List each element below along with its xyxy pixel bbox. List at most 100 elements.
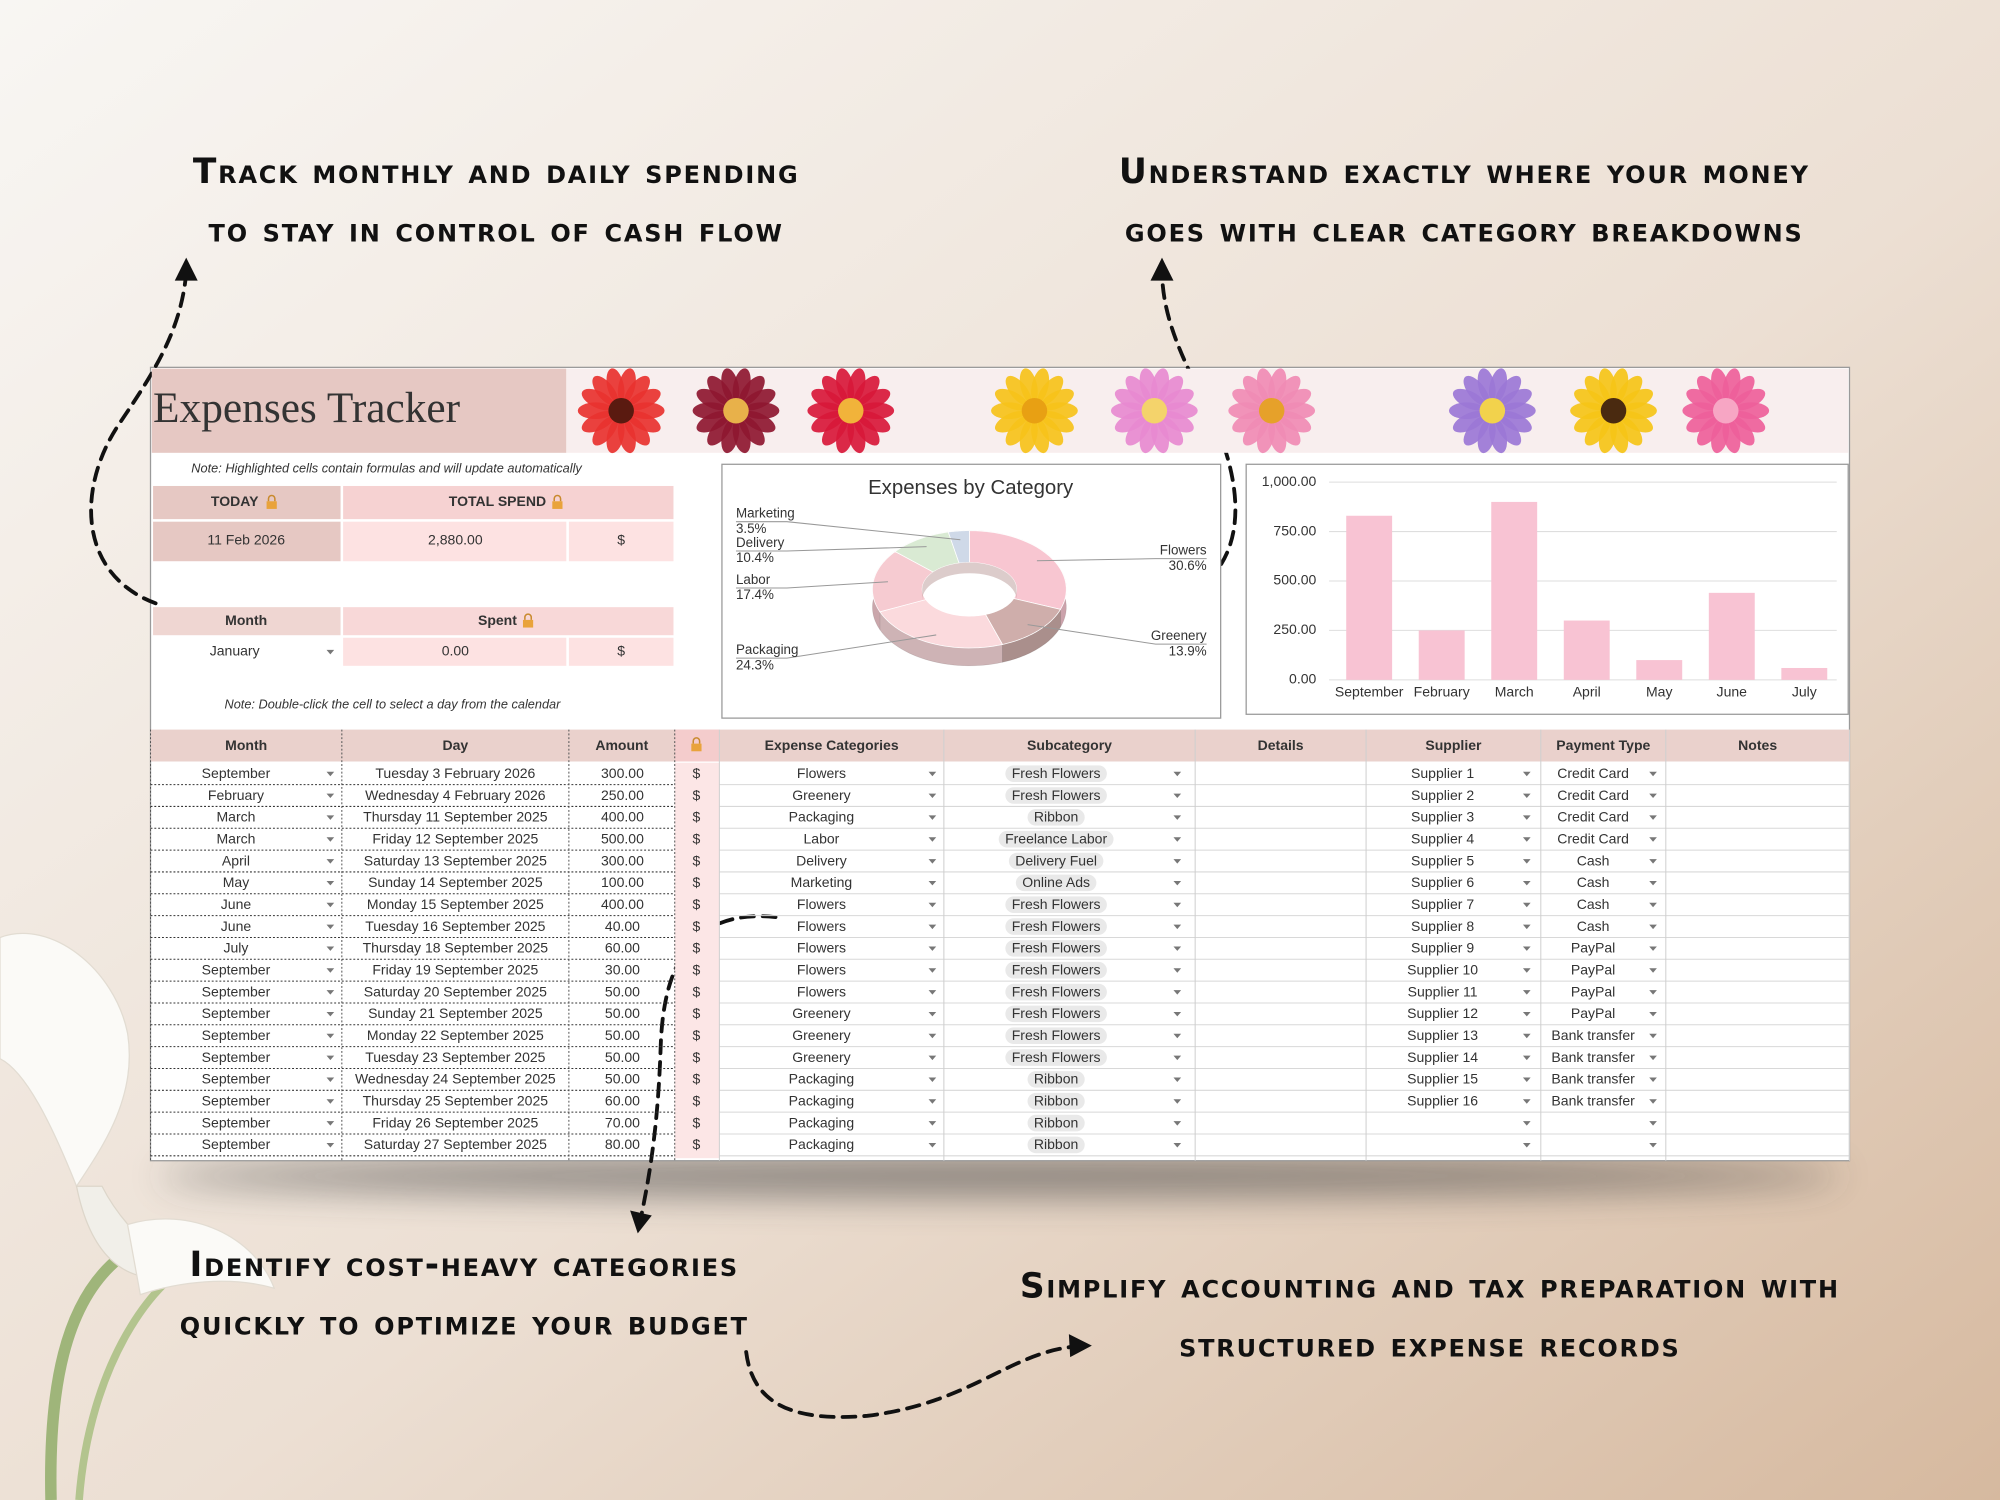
- flower-petal: [1495, 375, 1522, 406]
- flower-petal: [1620, 411, 1653, 433]
- dropdown-arrow: [1173, 902, 1182, 908]
- flower-petal: [1616, 375, 1643, 406]
- table-cell: Greenery: [792, 1049, 850, 1065]
- dropdown-arrow: [1173, 880, 1182, 886]
- cell-value: 2,880.00: [428, 532, 483, 548]
- flower-petal: [1732, 411, 1766, 433]
- table-cell: $: [693, 765, 701, 781]
- table-cell: Delivery: [796, 852, 847, 868]
- table-cell: 300.00: [601, 852, 644, 868]
- dropdown-arrow: [928, 924, 937, 930]
- y-tick-label: 750.00: [1273, 522, 1316, 538]
- dropdown-arrow: [326, 1033, 335, 1039]
- table-cell: Greenery: [792, 787, 850, 803]
- table-cell: Cash: [1577, 874, 1610, 890]
- chip: [1005, 896, 1107, 913]
- flower-petal: [1005, 415, 1032, 446]
- pie-label: Packaging: [736, 642, 798, 657]
- pie-value-label: 30.6%: [1169, 558, 1207, 573]
- table-cell: Sunday 21 September 2025: [368, 1005, 543, 1021]
- dropdown-arrow: [1522, 1142, 1531, 1148]
- flower-petal: [1278, 388, 1312, 411]
- table-cell: Supplier 9: [1411, 940, 1474, 956]
- table-cell: 50.00: [605, 1071, 640, 1087]
- table-cell: September: [202, 1071, 271, 1087]
- table-cell: Marketing: [791, 874, 853, 890]
- value-cell: [568, 637, 674, 666]
- dropdown-arrow: [326, 1077, 335, 1082]
- table-cell: Supplier 4: [1411, 831, 1474, 847]
- note: Note: Double-click the cell to select a …: [224, 697, 561, 712]
- column-header: Notes: [1738, 737, 1777, 753]
- table-cell: Saturday 20 September 2025: [364, 983, 547, 999]
- table-cell: Tuesday 16 September 2025: [365, 918, 545, 934]
- dropdown-arrow: [1649, 1099, 1657, 1104]
- table-cell: Fresh Flowers: [1012, 962, 1101, 978]
- flower-petal: [1160, 411, 1194, 433]
- flower-petal: [821, 415, 848, 446]
- table-cell: PayPal: [1571, 962, 1615, 978]
- table-cell: May: [223, 874, 249, 890]
- table-cell: Flowers: [797, 940, 846, 956]
- table-cell: $: [693, 1114, 701, 1130]
- dropdown-arrow: [1173, 946, 1182, 951]
- table-cell: Labor: [803, 831, 839, 847]
- arrow: [744, 1345, 1074, 1419]
- dropdown-arrow: [1173, 1121, 1182, 1126]
- arrowhead: [630, 1210, 652, 1234]
- caption: Simplify accounting and tax preparation …: [1020, 1267, 1840, 1307]
- table-cell: Supplier 11: [1408, 983, 1478, 999]
- leader-line: [735, 581, 888, 589]
- table-cell: Fresh Flowers: [1012, 765, 1101, 781]
- flower-petal: [857, 388, 891, 411]
- table-cell: Supplier 6: [1411, 874, 1474, 890]
- table-cell: Supplier 8: [1411, 918, 1474, 934]
- lock-icon: [266, 501, 277, 509]
- dropdown-arrow: [1522, 990, 1531, 995]
- dropdown-arrow: [1649, 859, 1657, 864]
- dropdown-arrow: [326, 1121, 335, 1126]
- flower-center: [1713, 397, 1739, 424]
- chip: [1005, 1049, 1107, 1066]
- flower-petal: [592, 415, 619, 446]
- dropdown-arrow: [1522, 880, 1531, 886]
- bar: [1563, 620, 1610, 680]
- dropdown-arrow: [1522, 859, 1531, 864]
- dropdown-arrow: [928, 1077, 937, 1082]
- table-cell: Packaging: [789, 1093, 854, 1109]
- caption: Track monthly and daily spending: [193, 152, 800, 192]
- pie-value-label: 13.9%: [1169, 643, 1207, 658]
- dropdown-arrow: [1649, 968, 1657, 973]
- lock-icon: [267, 494, 276, 502]
- flower-center: [1021, 397, 1048, 424]
- flower-petal: [1114, 388, 1148, 411]
- flower-center: [1479, 397, 1506, 424]
- arrowhead: [1068, 1334, 1092, 1358]
- cell-value: $: [617, 642, 625, 658]
- table-cell: February: [208, 787, 264, 803]
- table-cell: March: [216, 809, 255, 825]
- arrow: [639, 914, 778, 1217]
- dropdown-arrow: [1522, 837, 1531, 842]
- dropdown-arrow: [1649, 1077, 1657, 1082]
- lock-icon: [553, 494, 562, 502]
- flower-petal: [627, 388, 661, 411]
- table-cell: $: [693, 940, 701, 956]
- table-cell: Fresh Flowers: [1012, 918, 1101, 934]
- dropdown-arrow: [326, 880, 335, 886]
- dropdown-arrow: [326, 793, 335, 799]
- dropdown-arrow: [928, 771, 937, 777]
- table-cell: Freelance Labor: [1005, 831, 1107, 847]
- header-cell: [343, 485, 674, 520]
- dropdown-arrow: [1173, 859, 1182, 864]
- dropdown-arrow: [928, 859, 937, 864]
- chip: [1027, 1136, 1085, 1154]
- chip: [1005, 940, 1107, 957]
- table-cell: Online Ads: [1022, 874, 1090, 890]
- arrow: [89, 271, 189, 606]
- pie-value-label: 24.3%: [736, 657, 774, 672]
- pie-label: Marketing: [736, 506, 795, 521]
- dropdown-arrow: [1649, 946, 1657, 951]
- cell-label: Month: [225, 612, 267, 628]
- table-cell: Saturday 13 September 2025: [364, 852, 547, 868]
